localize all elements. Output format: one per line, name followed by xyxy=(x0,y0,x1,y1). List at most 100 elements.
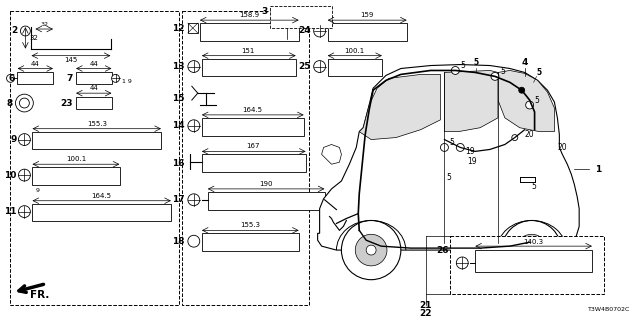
Circle shape xyxy=(20,26,30,36)
Text: 44: 44 xyxy=(90,85,98,91)
Text: 44: 44 xyxy=(31,60,40,67)
Circle shape xyxy=(456,257,468,269)
Circle shape xyxy=(516,234,547,266)
Text: 155.3: 155.3 xyxy=(87,121,107,127)
Circle shape xyxy=(188,120,200,132)
Circle shape xyxy=(440,143,449,151)
Text: 16: 16 xyxy=(172,159,185,168)
Text: 145: 145 xyxy=(65,57,77,63)
Text: 19: 19 xyxy=(465,147,475,156)
Text: 12: 12 xyxy=(172,24,185,33)
Circle shape xyxy=(188,194,200,206)
Bar xyxy=(182,11,308,305)
Polygon shape xyxy=(322,145,341,164)
Text: 11: 11 xyxy=(4,207,17,216)
Circle shape xyxy=(502,220,561,280)
Text: 167: 167 xyxy=(246,143,260,149)
Polygon shape xyxy=(444,70,498,132)
Circle shape xyxy=(19,169,30,181)
Circle shape xyxy=(314,25,326,37)
Text: 10: 10 xyxy=(4,171,17,180)
Text: 5: 5 xyxy=(446,172,451,181)
Circle shape xyxy=(19,134,30,146)
Text: 24: 24 xyxy=(298,27,310,36)
Bar xyxy=(202,154,306,172)
Text: 2: 2 xyxy=(12,27,17,36)
Bar xyxy=(207,192,324,210)
Bar xyxy=(76,72,111,84)
Bar xyxy=(451,236,604,293)
Text: 19: 19 xyxy=(467,157,477,166)
Polygon shape xyxy=(498,70,554,132)
Text: 5: 5 xyxy=(474,58,479,67)
Circle shape xyxy=(188,60,200,72)
Circle shape xyxy=(188,235,200,247)
Text: 6: 6 xyxy=(8,74,15,83)
Text: 21: 21 xyxy=(419,301,432,310)
Bar xyxy=(10,11,179,305)
Circle shape xyxy=(19,206,30,218)
Circle shape xyxy=(341,220,401,280)
Bar xyxy=(270,6,332,28)
Bar xyxy=(200,23,299,41)
Bar xyxy=(202,59,296,76)
Circle shape xyxy=(452,68,458,73)
Text: 26: 26 xyxy=(436,245,449,255)
Text: 5: 5 xyxy=(449,138,454,147)
Text: 14: 14 xyxy=(172,121,185,130)
Text: 8: 8 xyxy=(6,99,13,108)
Text: 164.5: 164.5 xyxy=(243,107,262,113)
Text: 5: 5 xyxy=(531,182,536,191)
Bar xyxy=(33,167,120,185)
Circle shape xyxy=(491,72,499,80)
Circle shape xyxy=(15,94,33,112)
Bar xyxy=(33,132,161,149)
Text: 9: 9 xyxy=(35,188,39,193)
Circle shape xyxy=(492,73,498,79)
Text: 32: 32 xyxy=(29,35,38,41)
Text: 158.9: 158.9 xyxy=(239,12,259,18)
Bar xyxy=(202,118,304,136)
Circle shape xyxy=(6,75,15,82)
Text: 3: 3 xyxy=(262,7,268,16)
Text: T3W4B0702C: T3W4B0702C xyxy=(588,307,630,312)
Circle shape xyxy=(111,75,120,82)
Circle shape xyxy=(314,60,326,72)
Text: 164.5: 164.5 xyxy=(92,193,111,199)
Text: 23: 23 xyxy=(60,99,73,108)
Bar xyxy=(328,23,407,41)
Text: 159: 159 xyxy=(360,12,374,18)
Bar xyxy=(17,72,53,84)
Bar xyxy=(188,23,198,33)
Circle shape xyxy=(525,101,534,109)
Text: 100.1: 100.1 xyxy=(344,48,364,54)
Text: 25: 25 xyxy=(298,62,310,71)
Text: 15: 15 xyxy=(172,94,185,103)
Text: 190: 190 xyxy=(259,181,273,187)
Text: 4: 4 xyxy=(522,58,528,67)
Polygon shape xyxy=(359,75,440,140)
Circle shape xyxy=(527,245,536,255)
Text: 5: 5 xyxy=(460,61,465,70)
Text: 5: 5 xyxy=(534,96,540,105)
Text: 9: 9 xyxy=(10,135,17,144)
Text: 1 9: 1 9 xyxy=(122,79,132,84)
Text: 151: 151 xyxy=(242,48,255,54)
Bar xyxy=(33,204,171,221)
Text: 44: 44 xyxy=(90,60,98,67)
Text: 20: 20 xyxy=(525,130,534,139)
Circle shape xyxy=(451,67,460,75)
Circle shape xyxy=(19,98,29,108)
Text: 155.3: 155.3 xyxy=(240,222,260,228)
Bar xyxy=(76,97,111,109)
Text: 18: 18 xyxy=(172,237,185,246)
Text: 5: 5 xyxy=(500,67,505,76)
Circle shape xyxy=(512,135,518,140)
Bar xyxy=(475,250,592,272)
Text: FR.: FR. xyxy=(29,291,49,300)
Text: 100.1: 100.1 xyxy=(66,156,86,162)
Text: 13: 13 xyxy=(172,62,185,71)
Text: 20: 20 xyxy=(557,143,567,152)
Text: 17: 17 xyxy=(172,195,185,204)
Polygon shape xyxy=(317,65,579,250)
